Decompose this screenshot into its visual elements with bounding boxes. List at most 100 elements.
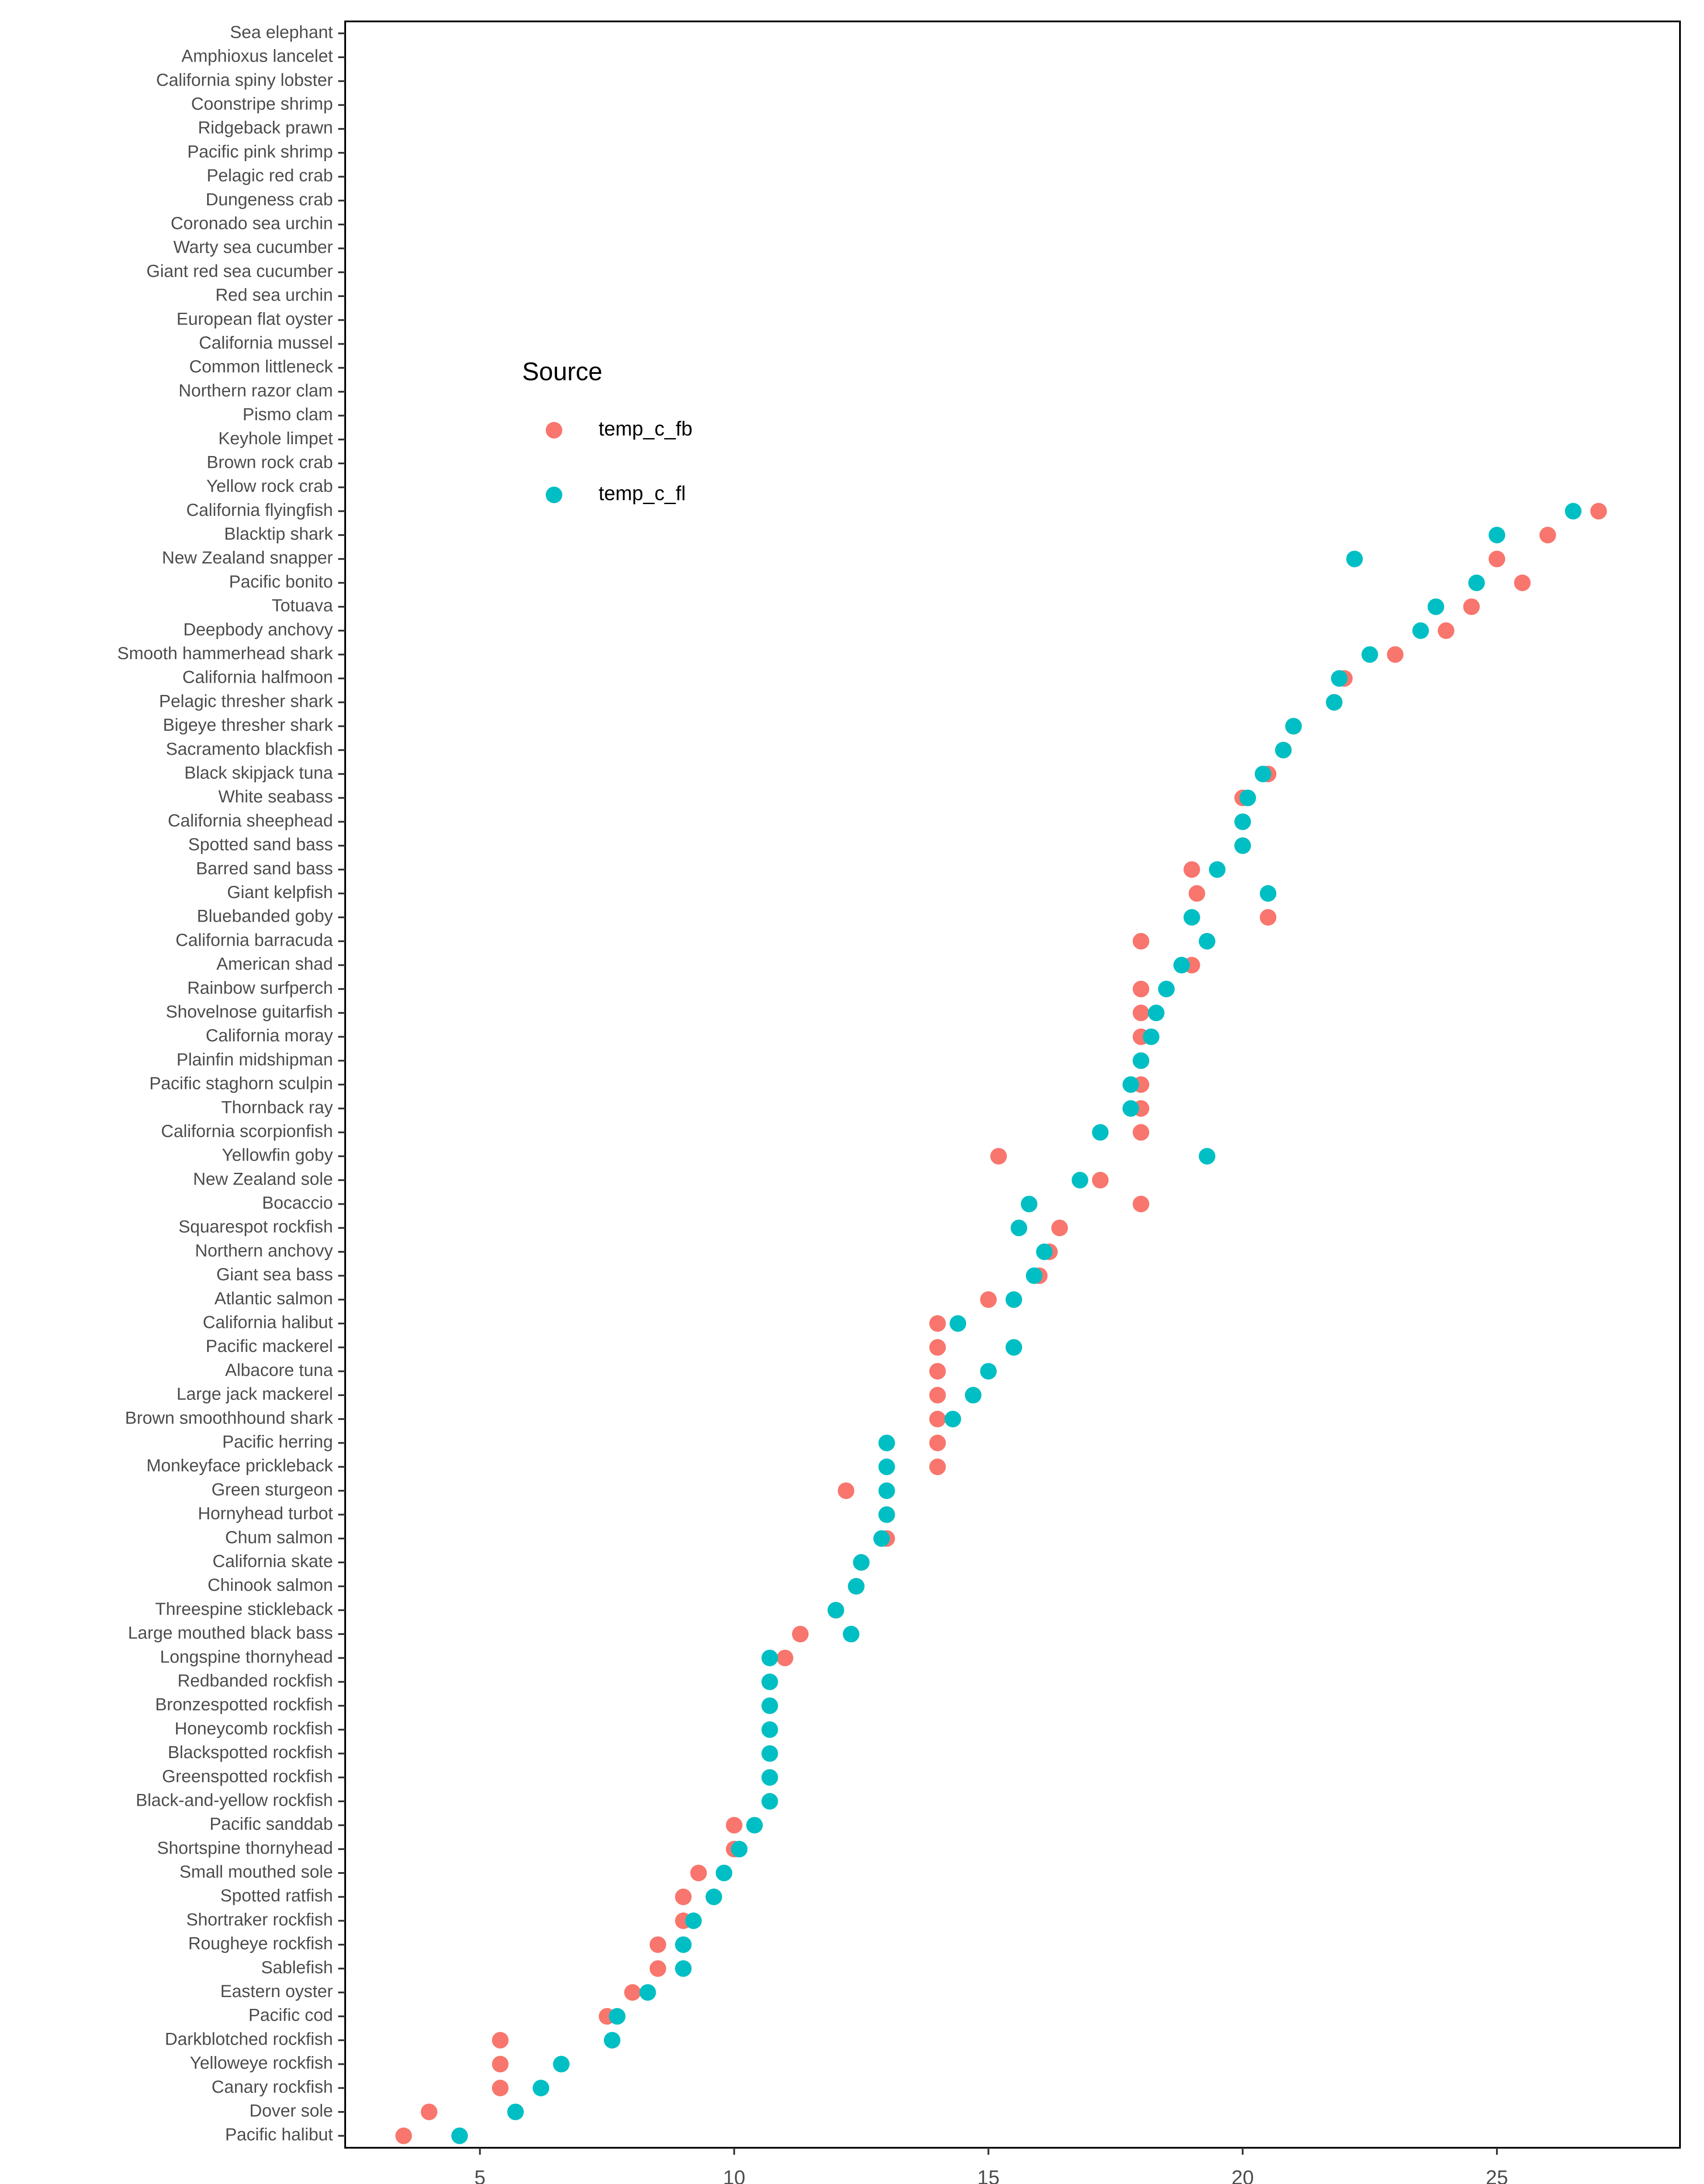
point [675, 1888, 692, 1905]
point [990, 1148, 1007, 1165]
y-tick-label: Pelagic red crab [207, 166, 333, 185]
y-tick-label: New Zealand snapper [162, 548, 333, 567]
y-tick-label: Large jack mackerel [177, 1385, 333, 1404]
y-tick-label: Large mouthed black bass [128, 1624, 333, 1643]
y-tick-label: California spiny lobster [156, 70, 333, 90]
point [1489, 526, 1506, 543]
point [1463, 598, 1480, 615]
y-tick-label: Thornback ray [221, 1098, 333, 1117]
point [1514, 574, 1531, 591]
point [639, 1984, 656, 2001]
point [929, 1339, 946, 1356]
point [878, 1434, 895, 1451]
point [1412, 622, 1429, 639]
legend-label: temp_c_fb [599, 417, 693, 440]
point [1361, 646, 1378, 663]
y-tick-label: Giant sea bass [216, 1265, 333, 1284]
plot-border [344, 21, 1681, 2149]
y-tick-label: Yellowfin goby [222, 1146, 333, 1165]
legend-key [546, 422, 562, 439]
point [1158, 981, 1175, 998]
y-tick-label: California mussel [199, 333, 333, 352]
point [1387, 646, 1404, 663]
x-tick-label: 15 [977, 2166, 1000, 2184]
point [1346, 550, 1363, 567]
y-tick-label: California scorpionfish [161, 1122, 333, 1141]
y-tick-label: Shovelnose guitarfish [166, 1002, 333, 1021]
point [649, 1936, 666, 1953]
point [604, 2032, 620, 2049]
point [1092, 1171, 1109, 1189]
point [761, 1793, 778, 1810]
y-tick-label: California sheephead [168, 811, 333, 830]
point [1234, 837, 1251, 854]
point [1133, 1052, 1150, 1069]
y-tick-label: Northern razor clam [179, 381, 333, 400]
y-tick-label: Dover sole [249, 2101, 333, 2121]
y-tick-label: Bigeye thresher shark [163, 715, 333, 735]
y-tick-label: Chum salmon [225, 1528, 333, 1547]
y-tick-label: Blacktip shark [224, 525, 333, 544]
point [1285, 718, 1302, 735]
y-tick-label: Bluebanded goby [197, 907, 333, 926]
point [1071, 1171, 1088, 1189]
y-tick-label: Amphioxus lancelet [181, 47, 333, 66]
y-tick-label: Coronado sea urchin [171, 214, 333, 233]
point [1437, 622, 1455, 639]
point [1331, 670, 1348, 687]
y-tick-label: Pacific pink shrimp [187, 142, 333, 161]
point [1148, 1004, 1165, 1021]
point [878, 1506, 895, 1523]
y-tick-label: Pacific bonito [229, 572, 333, 591]
y-tick-label: Sea elephant [230, 23, 333, 42]
y-tick-label: Giant red sea cucumber [146, 262, 333, 281]
y-tick-label: Giant kelpfish [227, 883, 333, 902]
y-tick-label: Warty sea cucumber [173, 238, 333, 257]
y-tick-label: Atlantic salmon [215, 1289, 333, 1308]
point [761, 1721, 778, 1738]
point [1565, 503, 1582, 520]
point [761, 1697, 778, 1714]
point [1427, 598, 1444, 615]
y-tick-label: Sacramento blackfish [166, 740, 333, 759]
y-tick-label: Northern anchovy [195, 1241, 333, 1260]
y-tick-label: Smooth hammerhead shark [117, 644, 333, 663]
y-tick-label: California halfmoon [182, 668, 333, 687]
point [492, 2080, 509, 2097]
point [1489, 550, 1506, 567]
point [1092, 1124, 1109, 1141]
point [1133, 1124, 1150, 1141]
point [1254, 765, 1271, 782]
point [776, 1649, 793, 1666]
point [980, 1363, 997, 1380]
point [1239, 789, 1256, 806]
y-tick-label: European flat oyster [177, 309, 333, 328]
y-tick-label: Albacore tuna [225, 1361, 333, 1380]
point [944, 1410, 961, 1427]
point [1005, 1291, 1022, 1308]
point [792, 1626, 809, 1643]
y-tick-label: California halibut [203, 1313, 333, 1332]
point [1468, 574, 1485, 591]
y-tick-label: California moray [206, 1026, 333, 1045]
point [878, 1458, 895, 1476]
point [929, 1315, 946, 1332]
y-tick-label: Greenspotted rockfish [162, 1767, 333, 1786]
x-tick-label: 25 [1486, 2166, 1508, 2184]
y-tick-label: Eastern oyster [220, 1982, 333, 2001]
point [761, 1673, 778, 1690]
y-tick-label: Chinook salmon [208, 1576, 333, 1595]
point [842, 1626, 859, 1643]
point [1590, 503, 1607, 520]
point [828, 1602, 845, 1619]
y-tick-label: Pelagic thresher shark [159, 691, 333, 711]
point [1143, 1028, 1160, 1045]
y-tick-label: Hornyhead turbot [198, 1504, 333, 1523]
point [451, 2127, 468, 2144]
point [685, 1912, 702, 1929]
legend-key [546, 487, 562, 503]
point [716, 1864, 733, 1881]
point [746, 1817, 763, 1834]
y-tick-label: Redbanded rockfish [177, 1671, 333, 1690]
